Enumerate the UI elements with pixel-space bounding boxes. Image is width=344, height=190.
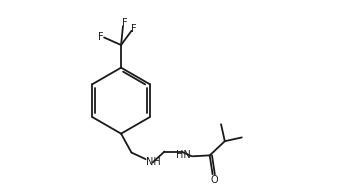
Text: HN: HN	[175, 150, 190, 160]
Text: F: F	[98, 32, 104, 42]
Text: F: F	[122, 18, 127, 28]
Text: F: F	[130, 24, 136, 34]
Text: O: O	[211, 175, 218, 185]
Text: NH: NH	[146, 157, 161, 167]
